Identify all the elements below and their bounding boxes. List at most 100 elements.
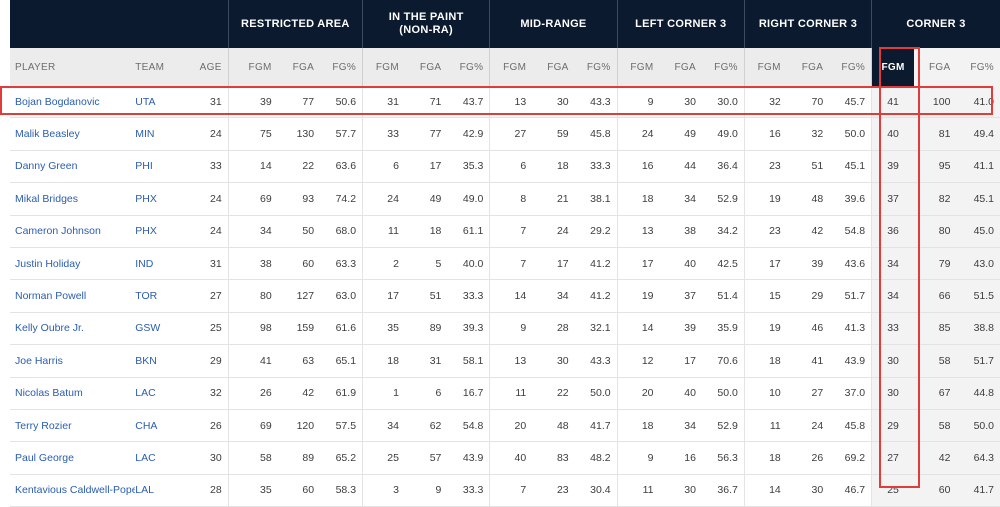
col-header-rc3-fgp[interactable]: FG% [829,48,872,86]
table-row: Mikal Bridges PHX 24 69 93 74.2 24 49 49.0 8 21 38.… [10,182,1000,216]
col-header-c3-fga[interactable]: FGA [914,48,957,86]
mid-range-fgm-cell: 8 [489,182,533,216]
restricted-area-fgp-cell: 61.9 [320,377,363,410]
left-corner-3-fgp-cell: 49.0 [701,117,745,151]
col-header-lc3-fgp[interactable]: FG% [701,48,745,86]
mid-range-fgm-cell: 6 [489,150,533,184]
col-header-paint-fga[interactable]: FGA [404,48,448,86]
right-corner-3-fga-cell: 27 [786,377,830,410]
mid-range-fgm-cell: 13 [489,344,533,378]
mid-range-fgm-cell: 20 [489,409,533,443]
mid-range-fgp-cell: 38.1 [574,182,618,216]
player-name-link[interactable]: Bojan Bogdanovic [10,86,136,119]
age-cell: 25 [187,312,229,346]
team-link[interactable]: PHX [135,215,188,248]
player-name-link[interactable]: Kelly Oubre Jr. [10,312,136,346]
right-corner-3-fga-cell: 70 [786,86,830,119]
paint-fgm-cell: 31 [362,86,405,119]
table-row: Malik Beasley MIN 24 75 130 57.7 33 77 42.9 27 59 4… [10,117,1000,151]
paint-fga-cell: 9 [404,474,448,507]
column-header-row: PLAYER TEAM AGE FGM FGA FG% FGM FGA FG% … [10,48,1000,86]
player-name-link[interactable]: Norman Powell [10,279,136,313]
col-header-rc3-fgm[interactable]: FGM [743,48,787,86]
right-corner-3-fgp-cell: 50.0 [829,117,872,151]
age-cell: 31 [187,247,229,281]
right-corner-3-fgm-cell: 18 [743,441,787,475]
col-header-mid-fgm[interactable]: FGM [489,48,533,86]
player-name-link[interactable]: Danny Green [10,150,136,184]
player-name-link[interactable]: Joe Harris [10,344,136,378]
team-link[interactable]: GSW [135,312,188,346]
team-link[interactable]: LAC [135,377,188,410]
page-margin [0,0,10,500]
col-header-c3-fgp[interactable]: FG% [956,48,1000,86]
age-cell: 26 [187,409,229,443]
player-name-link[interactable]: Kentavious Caldwell-Pope [10,474,136,507]
corner-3-fgm-cell: 36 [871,215,915,248]
col-header-ra-fga[interactable]: FGA [277,48,321,86]
team-link[interactable]: BKN [135,344,188,378]
col-header-lc3-fgm[interactable]: FGM [616,48,660,86]
mid-range-fga-cell: 34 [532,279,575,313]
col-header-paint-fgm[interactable]: FGM [362,48,405,86]
corner-3-fga-cell: 66 [914,279,957,313]
paint-fgp-cell: 35.3 [447,150,490,184]
mid-range-fgm-cell: 9 [489,312,533,346]
restricted-area-fgm-cell: 69 [227,409,278,443]
player-name-link[interactable]: Cameron Johnson [10,215,136,248]
mid-range-fgm-cell: 7 [489,215,533,248]
player-name-link[interactable]: Justin Holiday [10,247,136,281]
restricted-area-fga-cell: 63 [277,344,321,378]
col-header-rc3-fga[interactable]: FGA [786,48,830,86]
player-name-link[interactable]: Malik Beasley [10,117,136,151]
player-name-link[interactable]: Nicolas Batum [10,377,136,410]
left-corner-3-fgm-cell: 24 [616,117,660,151]
right-corner-3-fgp-cell: 69.2 [829,441,872,475]
col-header-player[interactable]: PLAYER [10,48,136,86]
table-row: Terry Rozier CHA 26 69 120 57.5 34 62 54.8 20 48 41… [10,409,1000,443]
restricted-area-fgm-cell: 41 [227,344,278,378]
paint-fga-cell: 6 [404,377,448,410]
team-link[interactable]: LAC [135,441,188,475]
col-header-mid-fga[interactable]: FGA [532,48,575,86]
mid-range-fga-cell: 83 [532,441,575,475]
col-header-paint-fgp[interactable]: FG% [447,48,490,86]
team-link[interactable]: MIN [135,117,188,151]
restricted-area-fgm-cell: 14 [227,150,278,184]
team-link[interactable]: LAL [135,474,188,507]
corner-3-fgm-cell: 39 [871,150,915,184]
corner-3-fga-cell: 80 [914,215,957,248]
restricted-area-fgp-cell: 57.7 [320,117,363,151]
col-header-lc3-fga[interactable]: FGA [659,48,702,86]
team-link[interactable]: UTA [135,86,188,119]
right-corner-3-fga-cell: 29 [786,279,830,313]
corner-3-fgm-cell: 25 [871,474,915,507]
col-header-age[interactable]: AGE [187,48,229,86]
col-header-team[interactable]: TEAM [135,48,188,86]
col-header-ra-fgm[interactable]: FGM [227,48,278,86]
mid-range-fgm-cell: 13 [489,86,533,119]
paint-fgm-cell: 35 [362,312,405,346]
col-header-mid-fgp[interactable]: FG% [574,48,618,86]
right-corner-3-fgp-cell: 54.8 [829,215,872,248]
paint-fgp-cell: 16.7 [447,377,490,410]
mid-range-fgp-cell: 41.2 [574,247,618,281]
left-corner-3-fgm-cell: 18 [616,182,660,216]
team-link[interactable]: PHI [135,150,188,184]
left-corner-3-fgm-cell: 13 [616,215,660,248]
left-corner-3-fga-cell: 34 [659,409,702,443]
restricted-area-fgp-cell: 63.3 [320,247,363,281]
player-name-link[interactable]: Mikal Bridges [10,182,136,216]
col-header-c3-fgm-sorted[interactable]: FGM [871,48,915,86]
mid-range-fgp-cell: 50.0 [574,377,618,410]
group-header-in-the-paint: IN THE PAINT (NON-RA) [362,0,490,48]
team-link[interactable]: PHX [135,182,188,216]
player-name-link[interactable]: Paul George [10,441,136,475]
col-header-ra-fgp[interactable]: FG% [320,48,363,86]
corner-3-fgp-cell: 51.5 [956,279,1000,313]
team-link[interactable]: TOR [135,279,188,313]
paint-fga-cell: 31 [404,344,448,378]
player-name-link[interactable]: Terry Rozier [10,409,136,443]
team-link[interactable]: CHA [135,409,188,443]
team-link[interactable]: IND [135,247,188,281]
